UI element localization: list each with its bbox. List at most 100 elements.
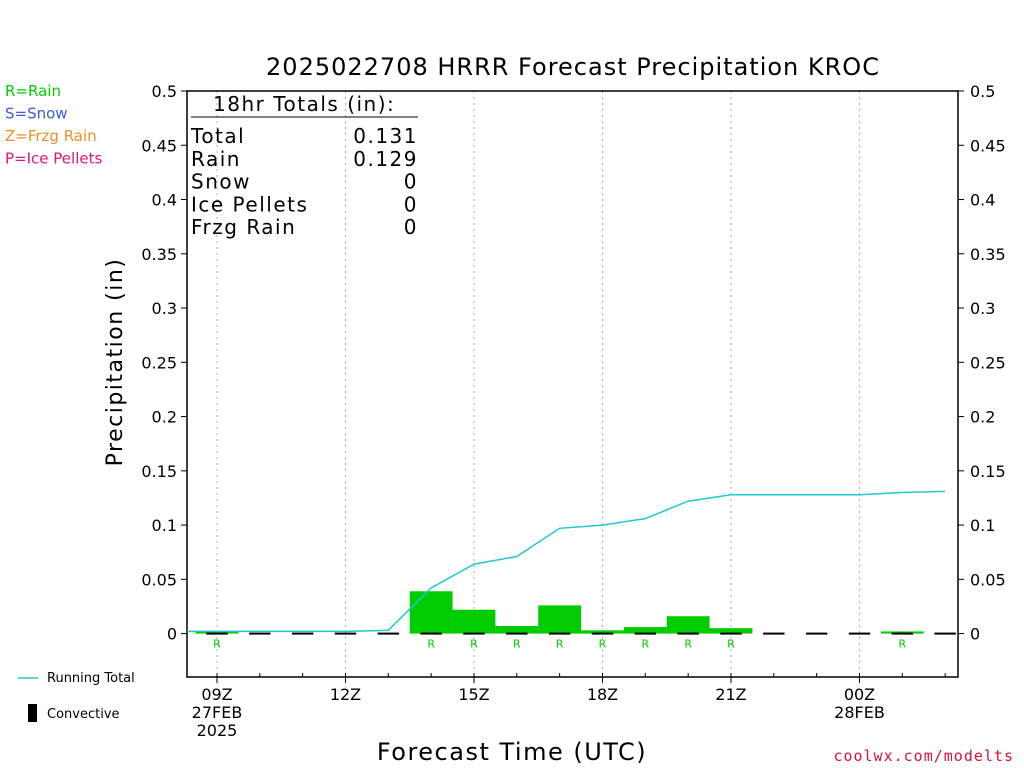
y-tick-label-left: 0.1 bbox=[152, 516, 177, 535]
credit-text: coolwx.com/modelts bbox=[833, 747, 1014, 765]
precip-type-marker: R bbox=[898, 638, 906, 651]
precip-type-marker: R bbox=[556, 638, 564, 651]
y-tick-label-right: 0.45 bbox=[970, 136, 1006, 155]
y-tick-label-right: 0.1 bbox=[970, 516, 995, 535]
totals-row-value: 0 bbox=[404, 170, 418, 194]
precip-type-marker: R bbox=[727, 638, 735, 651]
precip-type-legend-item: Z=Frzg Rain bbox=[5, 127, 97, 145]
x-tick-label: 00Z bbox=[844, 685, 875, 704]
y-tick-label-left: 0.05 bbox=[141, 570, 177, 589]
y-tick-label-left: 0.25 bbox=[141, 353, 177, 372]
totals-header: 18hr Totals (in): bbox=[213, 92, 395, 116]
y-tick-label-right: 0.35 bbox=[970, 245, 1006, 264]
y-axis-right: 0 0.05 0.1 0.15 0.2 0.25 0.3 0.35 0.4 0.45 0.5 bbox=[958, 82, 1006, 644]
precip-bars bbox=[195, 591, 924, 634]
y-tick-label-right: 0.15 bbox=[970, 462, 1006, 481]
convective-bar bbox=[291, 632, 314, 635]
plot-frame bbox=[186, 90, 959, 678]
y-tick-label-left: 0 bbox=[167, 625, 177, 644]
precip-type-legend: R=Rain S=Snow Z=Frzg Rain P=Ice Pellets bbox=[5, 82, 102, 168]
y-axis-left: 0 0.05 0.1 0.15 0.2 0.25 0.3 0.35 0.4 0.45 0.5 bbox=[141, 82, 187, 644]
convective-bar bbox=[805, 632, 828, 635]
precip-bar bbox=[452, 609, 496, 634]
chart-title: 2025022708 HRRR Forecast Precipitation K… bbox=[266, 53, 880, 81]
convective-bar bbox=[548, 632, 571, 635]
y-tick-label-right: 0 bbox=[970, 625, 980, 644]
convective-bar bbox=[634, 632, 657, 635]
y-tick-label-right: 0.25 bbox=[970, 353, 1006, 372]
x-tick-label: 18Z bbox=[587, 685, 618, 704]
precip-type-legend-item: R=Rain bbox=[5, 82, 61, 100]
totals-row-value: 0 bbox=[404, 215, 418, 239]
precip-type-marker: R bbox=[470, 638, 478, 651]
precip-bar bbox=[409, 591, 453, 634]
running-total-legend-label: Running Total bbox=[47, 671, 135, 686]
precip-type-legend-item: S=Snow bbox=[5, 105, 68, 123]
totals-row-label: Frzg Rain bbox=[191, 215, 296, 239]
y-tick-label-right: 0.05 bbox=[970, 570, 1006, 589]
totals-row-label: Rain bbox=[191, 147, 241, 171]
y-tick-label-right: 0.3 bbox=[970, 299, 995, 318]
precip-bar bbox=[495, 625, 539, 634]
x-tick-label: 09Z bbox=[201, 685, 232, 704]
convective-swatch bbox=[28, 704, 37, 722]
precip-type-legend-item: P=Ice Pellets bbox=[5, 150, 102, 168]
y-tick-label-right: 0.2 bbox=[970, 408, 995, 427]
y-axis-label: Precipitation (in) bbox=[103, 258, 128, 467]
precip-bar bbox=[880, 631, 924, 634]
x-tick-label: 28FEB bbox=[834, 703, 885, 722]
convective-bar bbox=[463, 632, 485, 635]
convective-bar bbox=[891, 632, 914, 635]
totals-box: 18hr Totals (in): Total 0.131 Rain 0.129 Sno… bbox=[190, 92, 418, 239]
y-tick-label-left: 0.45 bbox=[141, 136, 177, 155]
totals-row-label: Total bbox=[190, 124, 245, 148]
convective-bars bbox=[206, 632, 956, 635]
y-tick-label-right: 0.4 bbox=[970, 191, 995, 210]
grid-lines bbox=[216, 91, 860, 677]
y-tick-label-left: 0.2 bbox=[152, 408, 177, 427]
bottom-legend: Running Total Convective bbox=[18, 671, 135, 722]
x-tick-label: 27FEB bbox=[192, 703, 243, 722]
precip-type-marker: R bbox=[641, 638, 649, 651]
convective-bar bbox=[591, 632, 614, 635]
convective-bar bbox=[206, 632, 228, 635]
x-axis-label: Forecast Time (UTC) bbox=[377, 738, 647, 766]
precip-type-marker: R bbox=[427, 638, 435, 651]
totals-row-value: 0 bbox=[404, 192, 418, 216]
y-tick-label-left: 0.4 bbox=[152, 191, 177, 210]
totals-rows: Total 0.131 Rain 0.129 Snow 0 Ice Pellets 0 Frzg… bbox=[190, 124, 418, 239]
x-tick-label: 12Z bbox=[330, 685, 361, 704]
y-tick-label-left: 0.5 bbox=[152, 82, 177, 101]
convective-legend-label: Convective bbox=[47, 707, 120, 722]
precip-type-marker: R bbox=[513, 638, 521, 651]
precip-bar bbox=[623, 627, 667, 634]
totals-row-label: Snow bbox=[191, 170, 251, 194]
x-tick-label: 21Z bbox=[715, 685, 746, 704]
precip-type-marker: R bbox=[213, 638, 221, 651]
y-tick-label-left: 0.3 bbox=[152, 299, 177, 318]
convective-bar bbox=[720, 632, 742, 635]
convective-bar bbox=[334, 632, 357, 635]
x-tick-label: 2025 bbox=[197, 721, 238, 740]
convective-bar bbox=[763, 632, 785, 635]
running-total-line bbox=[187, 490, 946, 633]
precip-bar bbox=[538, 605, 582, 634]
x-tick-label: 15Z bbox=[458, 685, 489, 704]
precip-bar bbox=[581, 630, 624, 634]
precip-bar bbox=[195, 631, 239, 634]
convective-bar bbox=[249, 632, 271, 635]
convective-bar bbox=[934, 632, 956, 635]
precip-type-marker: R bbox=[599, 638, 607, 651]
precip-bar bbox=[666, 616, 710, 634]
precip-type-marker: R bbox=[684, 638, 692, 651]
totals-row-label: Ice Pellets bbox=[191, 192, 308, 216]
convective-bar bbox=[677, 632, 699, 635]
convective-bar bbox=[420, 632, 442, 635]
convective-bar bbox=[848, 632, 871, 635]
convective-bar bbox=[377, 632, 400, 635]
y-tick-label-left: 0.15 bbox=[141, 462, 177, 481]
convective-bar bbox=[506, 632, 528, 635]
